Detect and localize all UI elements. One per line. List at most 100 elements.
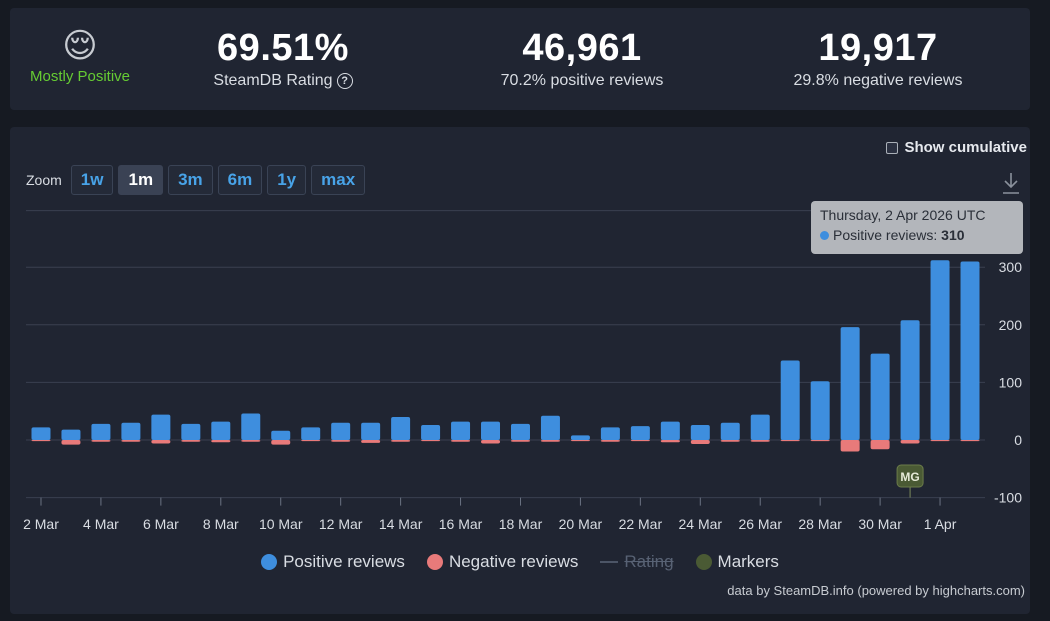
- bar-positive: [151, 414, 171, 440]
- legend-item-negative[interactable]: Negative reviews: [426, 552, 579, 572]
- zoom-max-button[interactable]: max: [311, 165, 366, 195]
- bar-negative: [750, 440, 770, 442]
- rating-stat: 69.51% SteamDB Rating?: [183, 26, 383, 90]
- positive-label: 70.2% positive reviews: [500, 72, 664, 89]
- bar-negative: [540, 440, 560, 442]
- marker-dot-icon: [695, 554, 712, 570]
- positive-count: 46,961: [522, 27, 642, 69]
- bar-negative: [451, 440, 471, 442]
- bar-negative: [271, 440, 291, 445]
- bar-positive: [391, 416, 411, 440]
- x-tick-label: 20 Mar: [559, 516, 603, 532]
- bar-negative: [960, 440, 980, 442]
- bar-negative: [31, 440, 51, 442]
- legend-positive-label: Positive reviews: [283, 552, 405, 571]
- bar-positive: [930, 260, 950, 440]
- bar-negative: [421, 440, 441, 442]
- markers: MG: [896, 464, 924, 498]
- show-cumulative-toggle[interactable]: Show cumulative: [886, 139, 1027, 156]
- face-emoji-icon: 😌: [62, 27, 98, 65]
- reviews-chart: 2 Mar 4 Mar 6 Mar 8 Mar 10 Mar 12 Mar 14 Mar 16…: [23, 210, 1023, 532]
- marker-label: MG: [900, 470, 919, 484]
- bar-negative: [690, 440, 710, 445]
- bar-negative: [121, 440, 141, 442]
- bar-negative: [930, 440, 950, 442]
- bar-negative: [660, 440, 680, 443]
- legend-item-markers[interactable]: Markers: [695, 552, 779, 572]
- bar-positive: [331, 422, 351, 440]
- legend-item-rating[interactable]: Rating: [600, 552, 674, 572]
- x-tick-label: 26 Mar: [738, 516, 782, 532]
- bar-positive: [121, 422, 141, 440]
- x-tick-label: 1 Apr: [924, 516, 957, 532]
- bar-negative: [780, 440, 800, 442]
- cumulative-label: Show cumulative: [904, 139, 1027, 156]
- zoom-1y-button[interactable]: 1y: [267, 165, 307, 195]
- x-tick-label: 24 Mar: [679, 516, 723, 532]
- zoom-label: Zoom: [26, 172, 62, 188]
- x-tick-label: 18 Mar: [499, 516, 543, 532]
- bar-negative: [810, 440, 830, 442]
- bars: [31, 260, 980, 452]
- bar-positive: [91, 423, 111, 440]
- bar-positive: [840, 327, 860, 440]
- bar-positive: [900, 320, 920, 440]
- positive-stat: 46,961 70.2% positive reviews: [472, 26, 692, 90]
- credit-text[interactable]: data by SteamDB.info (powered by highcha…: [727, 583, 1025, 598]
- bar-positive: [241, 413, 261, 440]
- bar-negative: [91, 440, 111, 442]
- negative-count: 19,917: [818, 27, 938, 69]
- bar-negative: [720, 440, 740, 442]
- bar-negative: [151, 440, 171, 444]
- chart-panel: Show cumulative Zoom 1w 1m 3m 6m 1y max …: [10, 127, 1030, 614]
- tooltip-value: 310: [941, 227, 965, 243]
- y-tick-label: -100: [994, 490, 1022, 506]
- bar-positive: [301, 427, 321, 440]
- download-icon[interactable]: [1002, 172, 1020, 194]
- tooltip-series: Positive reviews:: [833, 227, 942, 243]
- x-tick-label: 8 Mar: [203, 516, 239, 532]
- x-tick-label: 2 Mar: [23, 516, 59, 532]
- y-tick-label: 300: [999, 259, 1023, 275]
- zoom-6m-button[interactable]: 6m: [217, 165, 263, 195]
- x-axis: 2 Mar 4 Mar 6 Mar 8 Mar 10 Mar 12 Mar 14 Mar 16…: [23, 497, 957, 532]
- bar-positive: [211, 421, 231, 440]
- bar-positive: [750, 414, 770, 440]
- bar-positive: [540, 415, 560, 440]
- zoom-3m-button[interactable]: 3m: [168, 165, 213, 195]
- legend: Positive reviews Negative reviews Rating…: [10, 552, 1030, 572]
- bar-negative: [570, 440, 590, 442]
- bar-positive: [361, 422, 381, 440]
- bar-negative: [391, 440, 411, 442]
- y-tick-label: 0: [1014, 432, 1022, 448]
- zoom-1m-button[interactable]: 1m: [118, 165, 164, 195]
- bar-negative: [241, 440, 261, 442]
- bar-negative: [840, 440, 860, 452]
- rating-line-icon: [600, 561, 619, 563]
- rating-word: Mostly Positive: [29, 68, 131, 85]
- bar-negative: [61, 440, 81, 445]
- legend-negative-label: Negative reviews: [448, 552, 579, 571]
- bar-negative: [301, 440, 321, 442]
- x-tick-label: 6 Mar: [143, 516, 179, 532]
- legend-item-positive[interactable]: Positive reviews: [261, 552, 405, 572]
- positive-dot-icon: [261, 554, 278, 570]
- x-tick-label: 4 Mar: [83, 516, 119, 532]
- tooltip-series-line: Positive reviews: 310: [820, 227, 1014, 243]
- bar-negative: [630, 440, 650, 442]
- bar-positive: [720, 422, 740, 440]
- bar-positive: [31, 427, 51, 440]
- x-tick-label: 16 Mar: [439, 516, 483, 532]
- help-icon[interactable]: ?: [336, 73, 353, 89]
- bar-positive: [271, 430, 291, 440]
- bar-positive: [630, 426, 650, 440]
- bar-negative: [361, 440, 381, 443]
- bar-negative: [900, 440, 920, 444]
- legend-rating-label: Rating: [624, 552, 674, 571]
- bar-positive: [451, 421, 471, 440]
- bar-positive: [481, 421, 501, 440]
- zoom-1w-button[interactable]: 1w: [70, 165, 114, 195]
- cumulative-checkbox[interactable]: [886, 141, 899, 154]
- bar-positive: [660, 421, 680, 440]
- bar-positive: [960, 261, 980, 440]
